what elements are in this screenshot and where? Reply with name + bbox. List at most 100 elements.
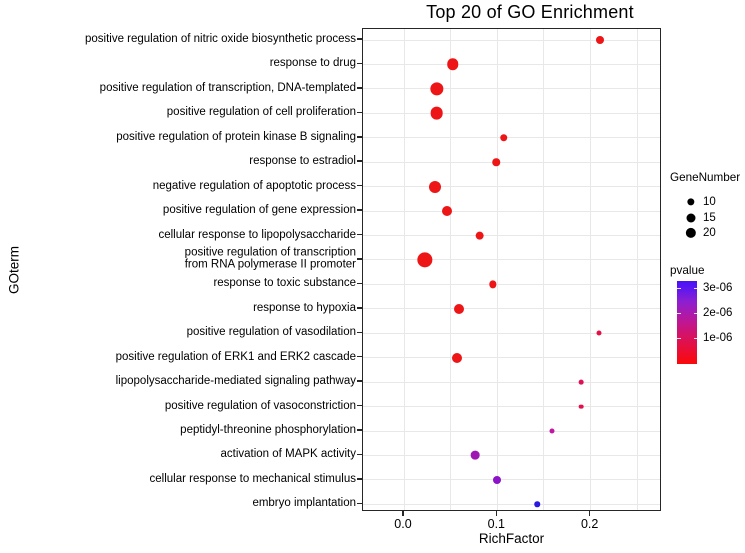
gridline-vertical [403,29,405,510]
gridline-horizontal [363,259,660,261]
y-axis-tick [357,87,362,89]
pvalue-tick-label: 2e-06 [703,306,733,319]
gridline-horizontal [363,283,660,285]
legend-pvalue: pvalue 3e-06 2e-06 1e-06 [670,264,745,364]
pvalue-bar-tick [677,288,681,289]
data-point [549,428,555,434]
y-term-label: positive regulation of protein kinase B … [116,130,356,143]
x-axis-tick [402,511,404,516]
legend-size-label: 20 [703,226,716,239]
data-point [446,58,459,71]
y-axis-tick [357,331,362,334]
y-term-label: positive regulation of nitric oxide bios… [84,32,356,45]
pvalue-bar-tick [693,312,697,314]
gridline-horizontal [363,357,660,359]
y-axis-tick [357,62,362,65]
x-axis-tick [495,511,498,516]
y-axis-tick [357,478,362,480]
y-axis-tick [357,209,362,211]
y-term-label: embryo implantation [252,497,356,510]
data-point [595,36,604,44]
data-point [454,303,465,314]
data-point [534,501,541,508]
gridline-horizontal [363,430,660,432]
y-term-label: response to hypoxia [253,301,356,314]
data-point [492,158,501,166]
y-axis-tick [357,307,362,309]
y-axis-tick [357,184,362,187]
legend-gene-number: GeneNumber 10 15 20 [670,171,745,239]
y-term-label: positive regulation of ERK1 and ERK2 cas… [115,350,356,363]
gridline-vertical [450,29,452,510]
y-axis-tick [357,380,362,382]
legend-size-dot [685,227,697,238]
pvalue-bar-tick [693,288,697,289]
y-axis-tick [357,502,362,505]
x-axis-label: RichFactor [478,531,545,546]
gridline-vertical [543,29,545,510]
legend-pvalue-title: pvalue [670,264,705,277]
data-point [470,451,480,460]
y-axis-tick [357,233,362,236]
gridline-horizontal [363,308,660,310]
y-term-label: positive regulation of vasodilation [186,326,356,339]
chart-title: Top 20 of GO Enrichment [426,2,634,22]
y-axis-term-labels: positive regulation of nitric oxide bios… [0,0,356,553]
y-axis-tick [357,453,362,456]
data-point [596,330,602,336]
y-term-label: positive regulation of vasoconstriction [164,399,356,412]
data-point [493,475,502,484]
data-point [430,82,444,96]
data-point [430,106,443,120]
y-term-label: response to toxic substance [213,277,356,290]
pvalue-gradient-bar [677,281,697,364]
x-tick-label: 0.1 [487,517,506,531]
pvalue-tick-label: 3e-06 [703,282,733,294]
data-point [428,180,441,193]
y-axis-tick [357,404,362,407]
y-axis-tick [357,282,362,285]
gridline-vertical [590,29,592,510]
y-term-label: lipopolysaccharide-mediated signaling pa… [115,375,356,388]
y-axis-tick [357,38,362,40]
gridline-horizontal [363,39,660,41]
y-term-label: positive regulation of transcription, DN… [99,81,356,94]
gridline-horizontal [363,63,660,65]
gridline-horizontal [363,479,660,481]
legend-size-dot [687,198,695,206]
y-term-label: cellular response to lipopolysaccharide [158,228,356,241]
pvalue-tick-label: 1e-06 [703,332,733,344]
y-axis-tick [357,258,362,260]
gridline-horizontal [363,161,660,163]
y-term-label: positive regulation of gene expression [162,203,356,216]
legend-size-dot [686,213,696,222]
pvalue-bar-tick [693,338,697,339]
legend-size-label: 10 [703,196,716,208]
y-axis-tick [357,136,362,138]
data-point [416,252,433,268]
y-term-label: cellular response to mechanical stimulus [149,472,356,485]
pvalue-bar-tick [677,338,681,339]
gridline-horizontal [363,332,660,334]
gridline-horizontal [363,503,660,505]
data-point [452,352,463,363]
y-axis-tick [357,111,362,114]
legend-gene-number-title: GeneNumber [670,171,741,184]
x-axis-tick [588,511,591,516]
plot-panel [362,28,661,511]
y-term-label: negative regulation of apoptotic process [152,179,356,192]
y-term-label: response to estradiol [249,155,356,168]
gridline-horizontal [363,186,660,188]
gridline-horizontal [363,88,660,90]
data-point [578,404,584,409]
y-axis-tick [357,160,362,162]
gridline-horizontal [363,406,660,408]
x-tick-label: 0.2 [580,517,599,531]
gridline-horizontal [363,235,660,237]
legend-size-item: 10 [670,195,745,210]
legend-size-label: 15 [703,211,716,224]
y-axis-tick [357,429,362,431]
gridline-horizontal [363,454,660,456]
pvalue-bar-tick [677,312,681,314]
